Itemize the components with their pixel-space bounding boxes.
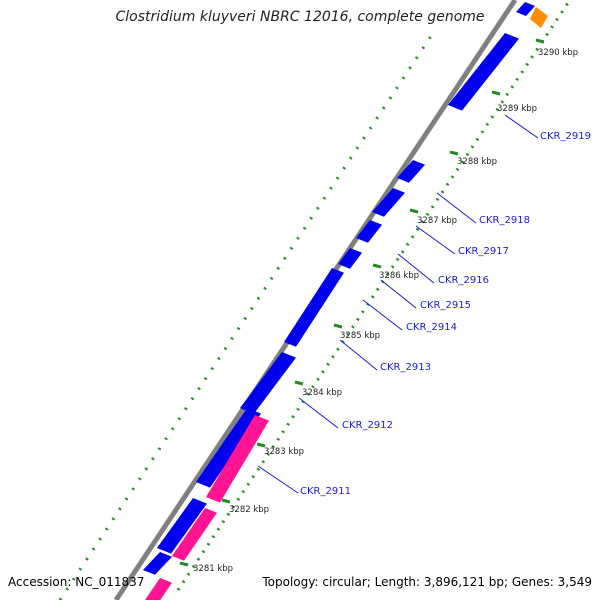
kbp-label: 3290 kbp [538, 48, 578, 58]
kbp-tick [535, 38, 545, 44]
gene-label-leader [436, 192, 477, 224]
gene-label[interactable]: CKR_2913 [380, 362, 431, 373]
kbp-label: 3281 kbp [193, 564, 233, 574]
kbp-tick [179, 561, 189, 567]
gene-label[interactable]: CKR_2918 [479, 215, 530, 226]
kbp-label: 3286 kbp [379, 271, 419, 281]
forward-gene[interactable] [157, 498, 207, 554]
kbp-tick [256, 442, 266, 448]
gene-label-leader [380, 279, 417, 309]
kbp-label: 3285 kbp [340, 331, 380, 341]
gene-label-leader [415, 225, 456, 255]
kbp-tick [491, 90, 501, 96]
kbp-tick [333, 323, 343, 329]
gene-label-group: CKR_2911 CKR_2912 CKR_2913 CKR_2914 CKR_2915… [257, 114, 591, 497]
accession-text: Accession: NC_011837 [8, 575, 145, 589]
inner-dotted-track [176, 0, 572, 591]
gene-label-leader [298, 397, 339, 429]
gene-label-leader [397, 253, 435, 284]
gene-label[interactable]: CKR_2914 [406, 322, 457, 333]
kbp-tick [372, 263, 382, 269]
forward-gene[interactable] [338, 248, 362, 269]
reverse-gene[interactable] [172, 508, 217, 561]
kbp-tick [221, 498, 231, 504]
gene-label[interactable]: CKR_2911 [300, 486, 351, 497]
gene-label[interactable]: CKR_2915 [420, 300, 471, 311]
map-title: Clostridium kluyveri NBRC 12016, complet… [115, 9, 485, 25]
gene-label-leader [362, 299, 403, 331]
kbp-tick [449, 150, 459, 156]
forward-gene[interactable] [516, 2, 535, 16]
topology-text: Topology: circular; Length: 3,896,121 bp… [262, 575, 592, 589]
kbp-tick [409, 208, 419, 214]
forward-gene[interactable] [356, 220, 382, 243]
gene-label[interactable]: CKR_2917 [458, 246, 509, 257]
kbp-tick-group: 3281 kbp 3282 kbp 3283 kbp 3284 kbp 3285 kbp… [179, 38, 578, 574]
kbp-label: 3283 kbp [264, 447, 304, 457]
forward-gene[interactable] [143, 552, 172, 575]
gene-features [143, 2, 548, 600]
gene-label-leader [257, 465, 299, 494]
gene-label[interactable]: CKR_2919 [540, 131, 591, 142]
forward-gene[interactable] [372, 188, 405, 217]
forward-gene[interactable] [196, 408, 261, 488]
gene-label[interactable]: CKR_2912 [342, 420, 393, 431]
reverse-gene[interactable] [206, 415, 269, 503]
forward-gene[interactable] [397, 160, 425, 183]
forward-gene[interactable] [284, 268, 344, 347]
kbp-label: 3288 kbp [457, 157, 497, 167]
kbp-label: 3287 kbp [417, 216, 457, 226]
kbp-label: 3289 kbp [497, 104, 537, 114]
forward-gene[interactable] [448, 33, 519, 111]
gene-label-leader [339, 339, 378, 371]
kbp-label: 3282 kbp [229, 505, 269, 515]
kbp-label: 3284 kbp [302, 388, 342, 398]
gene-label[interactable]: CKR_2916 [438, 275, 489, 286]
gene-label-leader [504, 114, 539, 139]
forward-gene[interactable] [240, 352, 296, 414]
reverse-gene[interactable] [145, 578, 172, 600]
kbp-tick [294, 380, 304, 386]
orange-feature[interactable] [530, 7, 548, 28]
